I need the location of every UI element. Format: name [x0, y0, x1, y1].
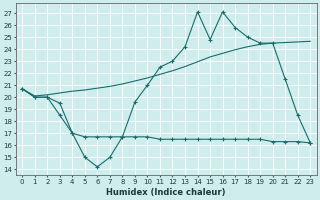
- X-axis label: Humidex (Indice chaleur): Humidex (Indice chaleur): [107, 188, 226, 197]
